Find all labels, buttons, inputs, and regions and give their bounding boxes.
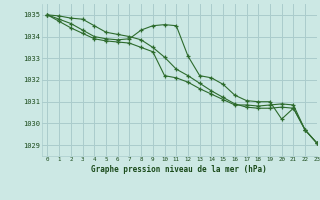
X-axis label: Graphe pression niveau de la mer (hPa): Graphe pression niveau de la mer (hPa)	[91, 165, 267, 174]
